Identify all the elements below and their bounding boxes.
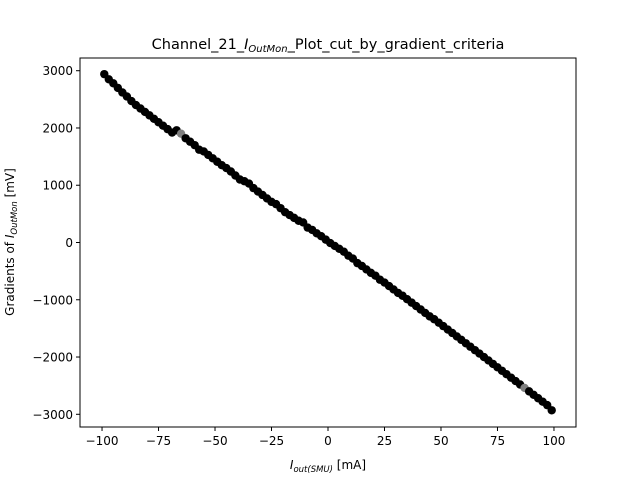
x-tick-label: −100 bbox=[86, 434, 119, 448]
y-tick-label: 2000 bbox=[42, 121, 73, 135]
x-tick-label: 50 bbox=[433, 434, 448, 448]
y-tick-label: −1000 bbox=[32, 293, 73, 307]
x-tick-label: 25 bbox=[377, 434, 392, 448]
x-tick-label: −25 bbox=[259, 434, 284, 448]
x-axis-label: Iout(SMU) [mA] bbox=[290, 458, 366, 475]
y-tick-label: −3000 bbox=[32, 408, 73, 422]
x-tick-label: 75 bbox=[490, 434, 505, 448]
plot-area-frame bbox=[79, 57, 577, 428]
x-tick-label: −50 bbox=[202, 434, 227, 448]
data-point bbox=[547, 406, 556, 415]
x-tick-label: 0 bbox=[324, 434, 332, 448]
y-tick-label: −2000 bbox=[32, 351, 73, 365]
y-tick-label: 1000 bbox=[42, 179, 73, 193]
axis-ticks: −100 −75 −50 −25 0 25 50 75 100 −3000 −2000 −1000 0 1… bbox=[32, 64, 565, 448]
x-tick-label: 100 bbox=[543, 434, 566, 448]
y-tick-label: 0 bbox=[65, 236, 73, 250]
y-axis-label: Gradients of IOutMon [mV] bbox=[3, 168, 20, 316]
x-tick-label: −75 bbox=[146, 434, 171, 448]
y-tick-label: 3000 bbox=[42, 64, 73, 78]
data-points bbox=[100, 69, 556, 415]
chart-title: Channel_21_IOutMon_Plot_cut_by_gradient_… bbox=[152, 37, 505, 55]
